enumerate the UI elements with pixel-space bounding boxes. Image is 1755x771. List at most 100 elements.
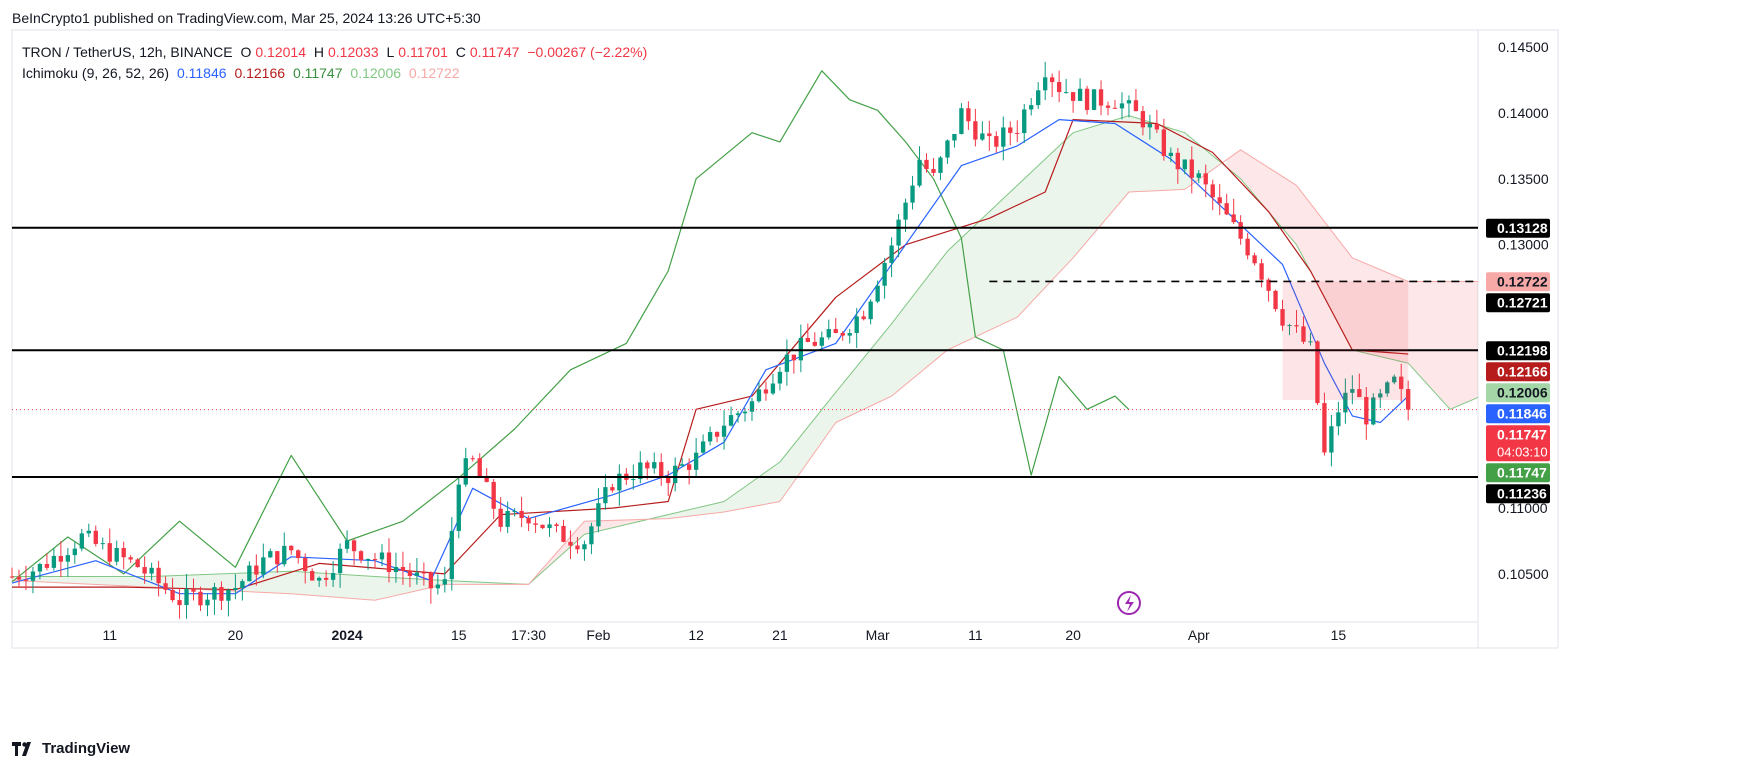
candle-body bbox=[233, 587, 238, 590]
candle-body bbox=[93, 530, 98, 544]
x-tick-label: 11 bbox=[968, 627, 983, 643]
candle-body bbox=[191, 588, 196, 592]
candle-body bbox=[903, 202, 908, 220]
candle-body bbox=[1238, 222, 1243, 239]
candle-body bbox=[1245, 238, 1250, 256]
candle-body bbox=[100, 543, 105, 545]
candle-body bbox=[1259, 263, 1264, 280]
symbol-legend: TRON / TetherUS, 12h, BINANCE O 0.12014 H… bbox=[22, 44, 651, 60]
candle-body bbox=[547, 524, 552, 529]
candle-body bbox=[1098, 89, 1104, 106]
tradingview-icon bbox=[12, 741, 31, 756]
candle-body bbox=[303, 558, 308, 572]
x-tick-label: 15 bbox=[451, 627, 467, 643]
symbol-label[interactable]: TRON / TetherUS, 12h, BINANCE bbox=[22, 44, 233, 60]
candle-body bbox=[575, 545, 580, 550]
candle-body bbox=[1001, 127, 1006, 147]
change-value: −0.00267 (−2.22%) bbox=[527, 44, 648, 60]
candle-body bbox=[1252, 255, 1257, 264]
candle-body bbox=[777, 371, 783, 384]
candle-body bbox=[477, 458, 482, 477]
candle-body bbox=[1315, 341, 1320, 404]
price-label-badge bbox=[1486, 218, 1550, 238]
candle-body bbox=[1273, 290, 1278, 310]
candle-body bbox=[652, 462, 657, 469]
candle-body bbox=[51, 555, 57, 568]
candle-body bbox=[386, 552, 392, 573]
candle-body bbox=[638, 462, 643, 480]
chart-frame bbox=[11, 29, 1559, 649]
candle-body bbox=[435, 584, 441, 589]
candle-body bbox=[512, 510, 517, 512]
candle-body bbox=[882, 262, 887, 286]
indicator-label[interactable]: Ichimoku (9, 26, 52, 26) bbox=[22, 65, 170, 81]
candle-body bbox=[1022, 109, 1027, 134]
x-tick-label: 20 bbox=[228, 627, 244, 643]
candle-body bbox=[1119, 103, 1125, 109]
candle-body bbox=[735, 413, 741, 416]
candle-body bbox=[1029, 105, 1034, 110]
price-label-badge bbox=[1486, 272, 1550, 292]
candle-body bbox=[365, 558, 371, 561]
tradingview-logo[interactable]: TradingView bbox=[12, 740, 130, 757]
candle-body bbox=[840, 333, 845, 336]
candle-body bbox=[945, 140, 950, 158]
candle-body bbox=[1161, 129, 1167, 157]
candle-body bbox=[393, 567, 399, 573]
candle-body bbox=[23, 579, 29, 581]
price-label-badge bbox=[1486, 425, 1550, 462]
candle-body bbox=[659, 462, 664, 477]
x-tick-label: 17:30 bbox=[511, 627, 546, 643]
candle-body bbox=[980, 133, 985, 140]
candle-body bbox=[1210, 184, 1215, 198]
candle-body bbox=[1105, 105, 1111, 108]
candle-body bbox=[240, 581, 245, 588]
candle-body bbox=[1406, 389, 1411, 410]
close-label: C bbox=[455, 44, 466, 60]
x-tick-label: 11 bbox=[102, 627, 117, 643]
candle-body bbox=[330, 573, 336, 580]
candle-body bbox=[86, 530, 91, 534]
candle-body bbox=[1196, 173, 1201, 178]
candle-body bbox=[65, 555, 71, 562]
candle-body bbox=[1154, 123, 1160, 130]
open-value: 0.12014 bbox=[255, 44, 306, 60]
candle-body bbox=[1217, 197, 1222, 204]
candle-body bbox=[966, 108, 971, 122]
candle-body bbox=[645, 462, 650, 469]
candle-body bbox=[9, 576, 15, 578]
x-tick-label: 21 bbox=[772, 627, 788, 643]
lightning-glyph bbox=[1124, 595, 1134, 612]
low-value: 0.11701 bbox=[398, 44, 448, 60]
candle-body bbox=[212, 587, 217, 600]
candle-body bbox=[428, 572, 434, 589]
candle-body bbox=[275, 551, 280, 565]
candle-body bbox=[1140, 111, 1146, 128]
cloud-segment bbox=[1226, 149, 1478, 410]
candle-body bbox=[449, 530, 454, 580]
candle-body bbox=[742, 411, 748, 414]
y-tick-label: 0.11000 bbox=[1498, 500, 1548, 516]
candle-body bbox=[30, 571, 36, 581]
candle-body bbox=[910, 185, 915, 203]
price-label-badge bbox=[1486, 293, 1550, 313]
price-label-text: 0.13128 bbox=[1497, 220, 1548, 236]
base-line bbox=[12, 118, 1409, 591]
indicator-base-value: 0.12166 bbox=[234, 65, 286, 81]
candle-body bbox=[1008, 127, 1013, 133]
candle-body bbox=[1364, 397, 1369, 425]
candle-body bbox=[568, 541, 573, 546]
candle-body bbox=[254, 565, 259, 575]
candle-body bbox=[868, 301, 873, 320]
price-label-badge bbox=[1486, 484, 1550, 504]
candle-body bbox=[177, 600, 182, 606]
candle-body bbox=[505, 510, 510, 527]
candle-body bbox=[896, 219, 901, 246]
indicator-lead-a-value: 0.12006 bbox=[350, 65, 402, 81]
candle-body bbox=[1036, 90, 1041, 106]
candle-body bbox=[666, 476, 671, 484]
candle-body bbox=[226, 589, 231, 601]
price-label-text: 0.11747 bbox=[1497, 426, 1547, 442]
candle-body bbox=[721, 425, 727, 437]
